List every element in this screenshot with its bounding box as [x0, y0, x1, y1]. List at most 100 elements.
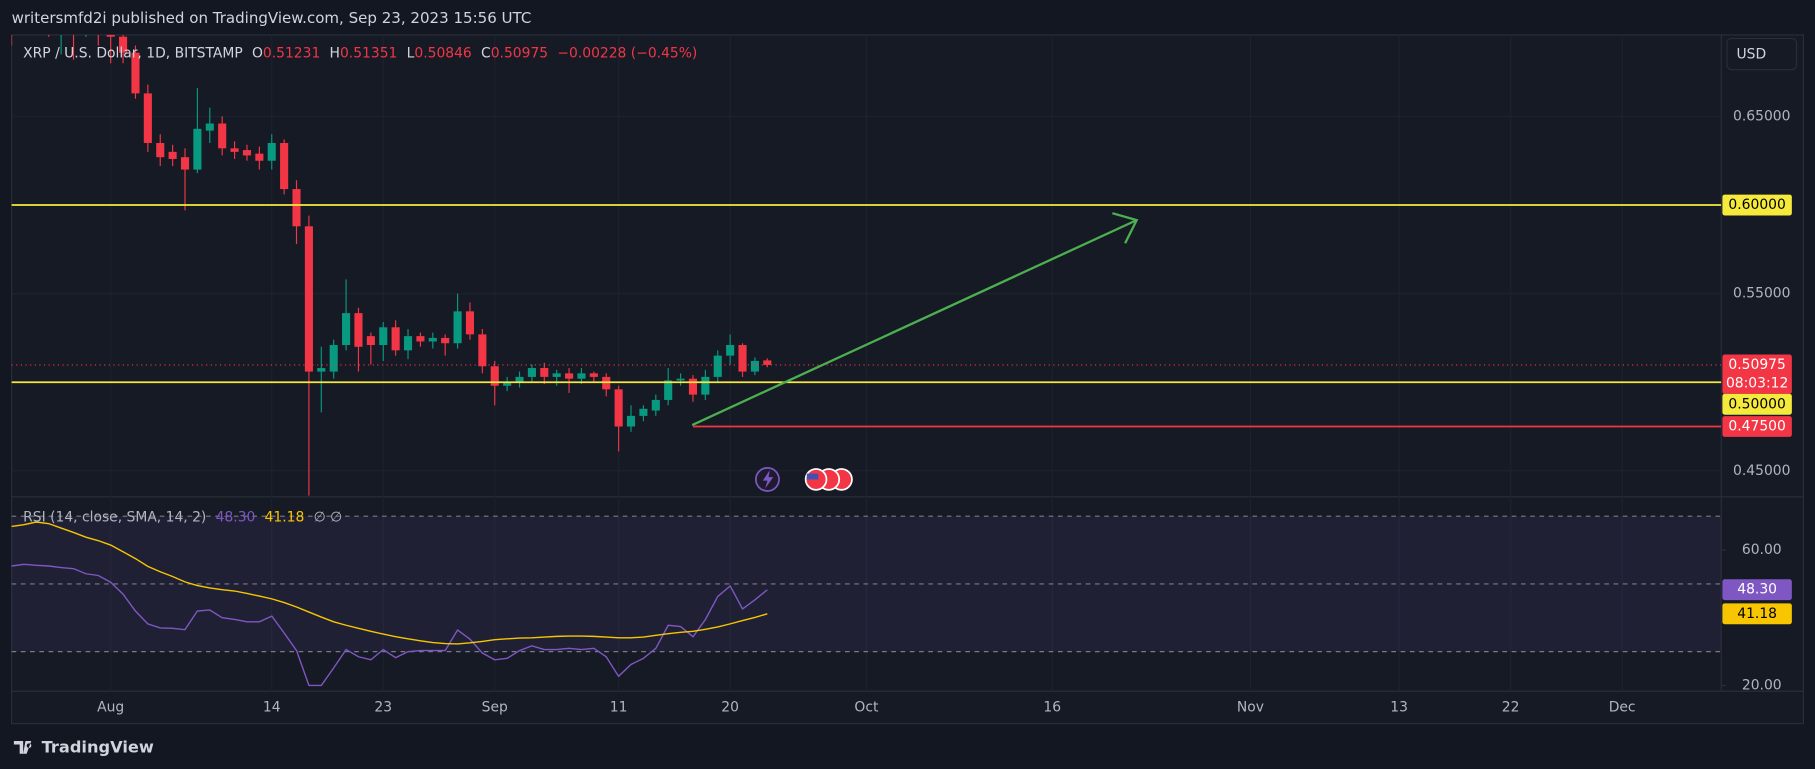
candle-body: [614, 389, 623, 427]
candle-body: [465, 311, 475, 335]
candle-body: [168, 151, 177, 159]
candle-body: [292, 189, 301, 227]
y-tick-label: 0.55000: [1733, 286, 1790, 302]
candle-body: [738, 345, 747, 372]
candle-body: [441, 337, 450, 344]
legend-value: 0.50846: [414, 45, 471, 61]
legend-key: C: [481, 45, 491, 61]
currency: USD: [1737, 47, 1767, 63]
arrow-head: [1112, 212, 1139, 244]
candle-body: [428, 337, 437, 342]
price-pane: [11, 34, 1722, 496]
x-tick-label: Aug: [97, 699, 124, 715]
x-tick-label: 20: [721, 699, 739, 715]
candle-body: [131, 52, 140, 94]
legend-value: 0.51351: [340, 45, 397, 61]
trend-arrow: [691, 212, 1139, 427]
rsi-legend: RSI (14, close, SMA, 14, 2) 48.30 41.18 ∅ ∅: [23, 510, 342, 526]
candle-body: [626, 415, 636, 427]
candle-body: [676, 378, 685, 381]
x-tick-label: 13: [1390, 699, 1408, 715]
candle-body: [180, 157, 190, 170]
x-tick-label: 22: [1502, 699, 1520, 715]
candle-body: [552, 373, 561, 377]
legend-key: L: [407, 45, 415, 61]
legend-change: −0.00228 (−0.45%): [557, 45, 697, 61]
candle-body: [602, 376, 611, 390]
candle-body: [329, 345, 338, 372]
legend-key: H: [330, 45, 340, 61]
candle-body: [218, 123, 227, 149]
x-tick-label: 16: [1043, 699, 1061, 715]
candle-body: [701, 376, 710, 395]
arrow-line: [691, 219, 1138, 427]
x-tick-label: Dec: [1609, 699, 1636, 715]
price-tag-label: 08:03:12: [1726, 375, 1788, 391]
x-tick-label: 23: [374, 699, 392, 715]
candle-body: [763, 360, 772, 365]
candle-body: [242, 150, 252, 156]
currency-button[interactable]: [1726, 37, 1798, 71]
x-tick-label: Oct: [854, 699, 879, 715]
candle-body: [106, 34, 115, 37]
candle-body: [577, 373, 586, 379]
candle-body: [304, 226, 313, 372]
candle-body: [193, 128, 202, 170]
candle-body: [317, 368, 326, 372]
candle-body: [651, 399, 660, 411]
value-tag-label: 48.30: [1737, 582, 1777, 598]
legend-extra: ∅ ∅: [314, 510, 343, 526]
y-tick-label: 0.45000: [1733, 463, 1790, 479]
price-tag: [1722, 194, 1792, 216]
candle-body: [478, 334, 487, 367]
candle-body: [565, 373, 574, 379]
candle-body: [503, 382, 512, 386]
chart-frame: [10, 34, 1805, 725]
value-tag: [1722, 579, 1792, 601]
candle-body: [205, 123, 214, 131]
value-tag: [1722, 603, 1792, 625]
x-tick-label: Nov: [1237, 699, 1264, 715]
legend-value: 41.18: [265, 510, 305, 526]
legend-key: O: [252, 45, 263, 61]
event-icon-glyph: [762, 470, 774, 489]
candle-body: [540, 368, 549, 377]
candle-body: [589, 373, 598, 377]
candle-body: [342, 313, 351, 346]
candle-body: [726, 345, 735, 356]
y-tick-label: 60.00: [1742, 542, 1782, 558]
candle-body: [255, 153, 264, 161]
candle-body: [527, 368, 536, 377]
candle-body: [750, 360, 759, 372]
price-tag-label: 0.50975: [1728, 357, 1785, 373]
candle-body: [366, 336, 375, 346]
candle-body: [416, 336, 425, 342]
x-tick-label: 11: [610, 699, 628, 715]
y-tick-label: 0.65000: [1733, 108, 1790, 124]
logo-text: TradingView: [42, 737, 154, 756]
candle-body: [453, 311, 462, 344]
candle-body: [490, 366, 499, 386]
price-tag-label: 0.47500: [1728, 419, 1785, 435]
candle-body: [354, 313, 363, 347]
x-tick-label: Sep: [482, 699, 508, 715]
rsi-title: RSI (14, close, SMA, 14, 2): [23, 510, 206, 526]
candle-body: [267, 143, 276, 161]
flag-canton: [806, 473, 819, 480]
candle-body: [156, 143, 165, 158]
candle-body: [515, 376, 524, 383]
candle-body: [379, 327, 388, 346]
candle-body: [688, 378, 698, 395]
value-tag-label: 41.18: [1737, 606, 1777, 622]
candle-body: [280, 143, 289, 190]
candle-body: [664, 380, 673, 400]
candle-body: [639, 408, 648, 416]
candle-body: [119, 36, 128, 53]
price-tag: [1722, 416, 1792, 437]
logo: TradingView: [13, 737, 154, 756]
price-tag: [1722, 354, 1792, 394]
event-icons: [754, 466, 853, 492]
candle-body: [143, 93, 152, 144]
price-tag-label: 0.50000: [1728, 396, 1785, 412]
